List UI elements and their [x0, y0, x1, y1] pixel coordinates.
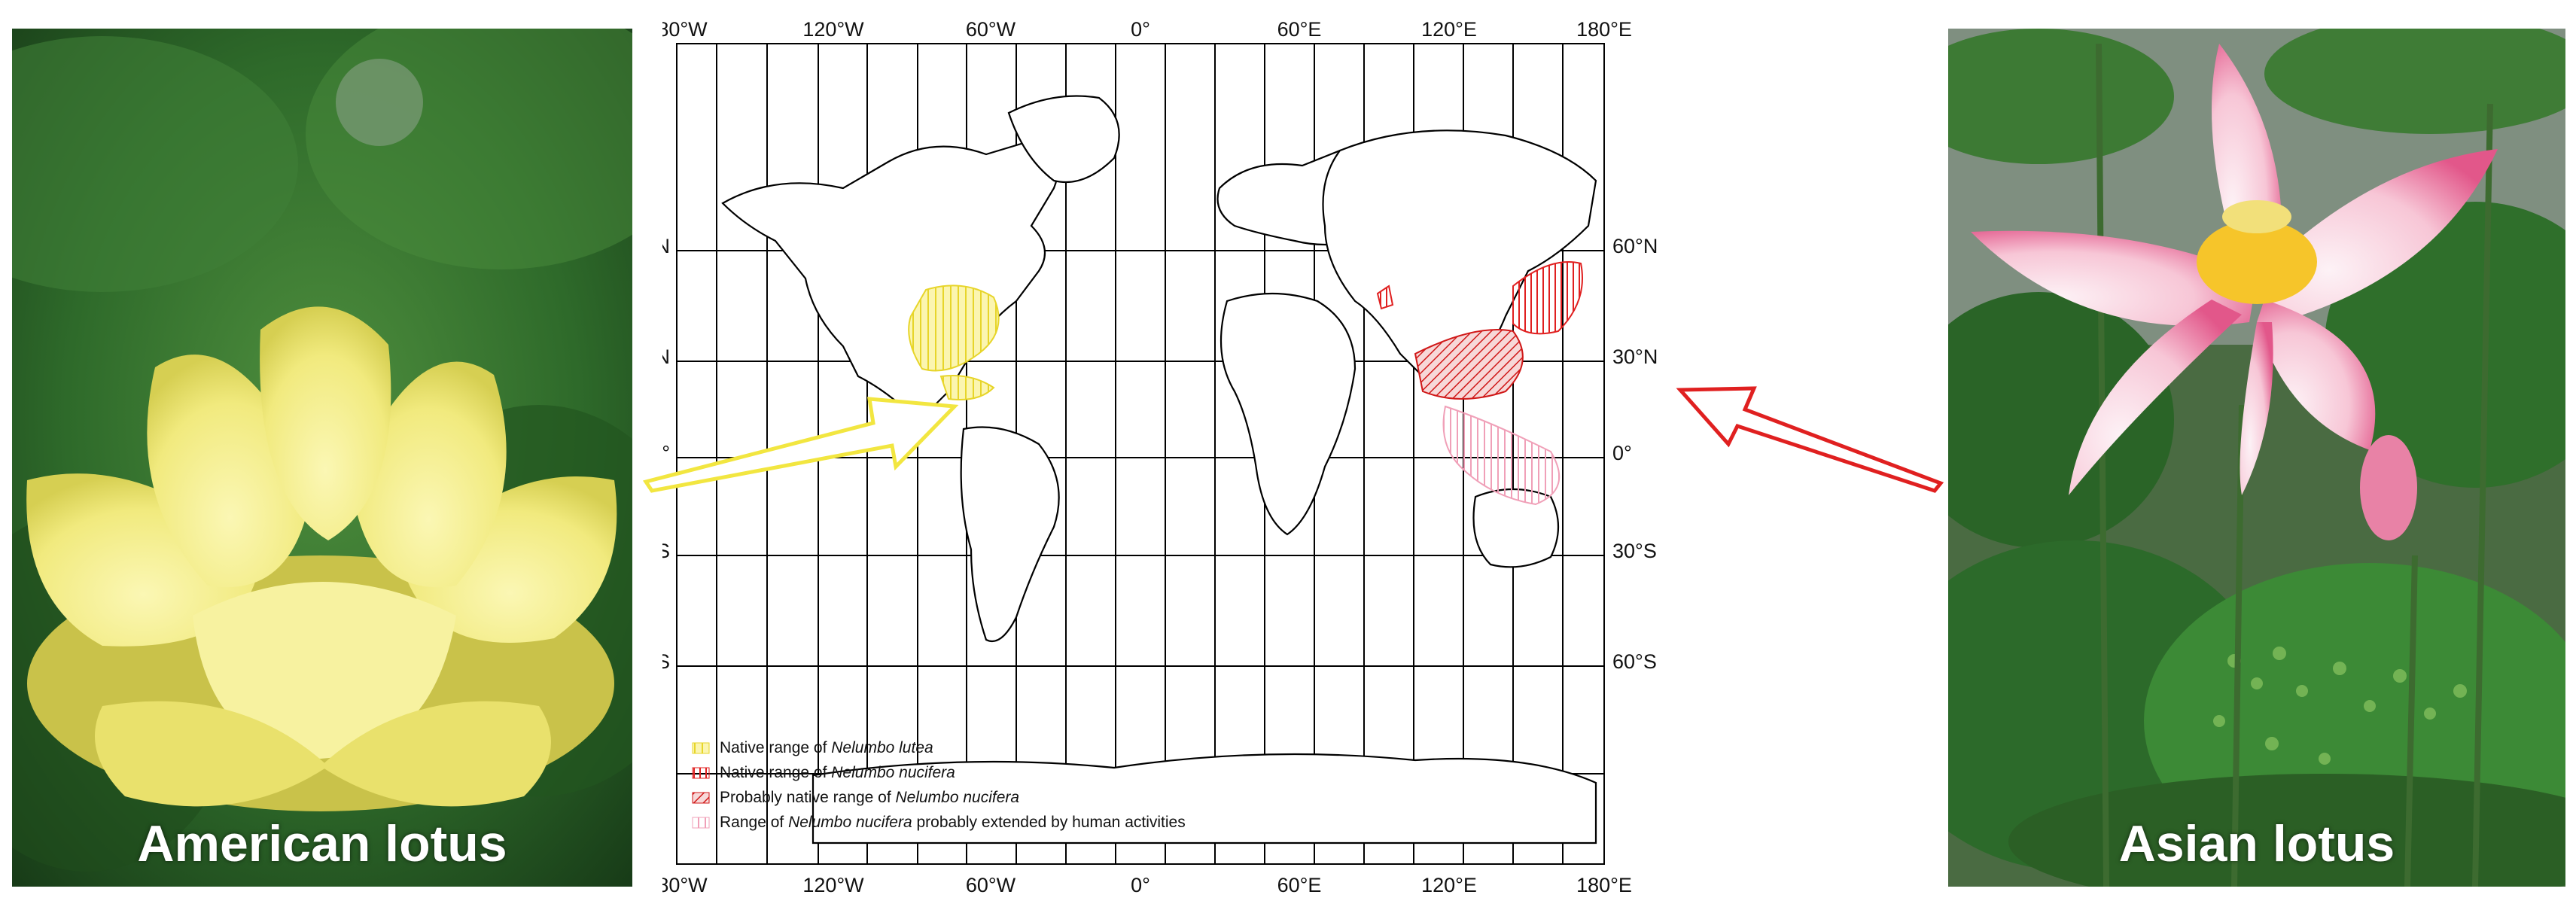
lat-tick: 0° [662, 442, 670, 464]
lat-ticks-right: 60°N 30°N 0° 30°S 60°S [1612, 235, 1658, 673]
africa [1219, 292, 1357, 536]
lat-tick: 30°S [662, 540, 670, 562]
lat-tick: 0° [1612, 442, 1632, 464]
asian-lotus-image [1948, 29, 2565, 887]
legend-swatch-probable [692, 792, 710, 804]
lon-tick: 180°E [1576, 874, 1632, 896]
antarctica [811, 753, 1597, 844]
lat-ticks-left: 60°N 30°N 0° 30°S 60°S [662, 235, 670, 673]
lon-tick: 60°E [1277, 18, 1322, 41]
legend-swatch-extended [692, 817, 710, 829]
range-nelumbo-nucifera-probable [1414, 329, 1524, 400]
lat-tick: 60°S [662, 650, 670, 673]
lat-tick: 60°N [1612, 235, 1658, 257]
lon-tick: 120°E [1421, 18, 1477, 41]
legend-item-3: Probably native range of Nelumbo nucifer… [720, 789, 1019, 806]
lon-tick: 180°E [1576, 18, 1632, 41]
lat-tick: 30°S [1612, 540, 1657, 562]
lat-tick: 60°N [662, 235, 670, 257]
lon-tick: 180°W [662, 874, 708, 896]
lon-tick: 60°E [1277, 874, 1322, 896]
flower [1971, 44, 2498, 495]
legend-swatch-lutea [692, 742, 710, 754]
american-lotus-photo: American lotus [12, 29, 632, 887]
lon-tick: 120°E [1421, 874, 1477, 896]
legend-swatch-nucifera [692, 767, 710, 779]
lon-tick: 0° [1131, 874, 1150, 896]
lat-tick: 30°N [1612, 345, 1658, 368]
american-lotus-caption: American lotus [137, 815, 507, 872]
legend: Native range of Nelumbo lutea Native ran… [692, 739, 1186, 831]
lon-tick: 60°W [966, 874, 1016, 896]
continents [721, 95, 1597, 844]
greenland [1007, 95, 1120, 184]
lon-ticks-bottom: 180°W 120°W 60°W 0° 60°E 120°E 180°E [662, 874, 1632, 896]
lat-tick: 30°N [662, 345, 670, 368]
australia [1472, 488, 1560, 568]
asian-lotus-photo: Asian lotus [1948, 29, 2565, 887]
legend-item-2: Native range of Nelumbo nucifera [720, 764, 955, 781]
american-lotus-image [12, 29, 632, 887]
legend-item-1: Native range of Nelumbo lutea [720, 739, 933, 756]
lon-ticks-top: 180°W 120°W 60°W 0° 60°E 120°E 180°E [662, 18, 1632, 41]
flower [26, 306, 617, 811]
legend-item-4: Range of Nelumbo nucifera probably exten… [720, 814, 1186, 831]
lon-tick: 60°W [966, 18, 1016, 41]
lon-tick: 180°W [662, 18, 708, 41]
range-nelumbo-lutea-gulf [939, 375, 995, 400]
range-nelumbo-lutea [908, 285, 1000, 372]
lon-tick: 120°W [802, 18, 864, 41]
range-nelumbo-nucifera-native [1512, 261, 1583, 335]
north-america [721, 142, 1059, 423]
range-nelumbo-nucifera-extended [1442, 405, 1561, 506]
lon-tick: 120°W [802, 874, 864, 896]
lon-tick: 0° [1131, 18, 1150, 41]
south-america [960, 426, 1060, 642]
asian-lotus-caption: Asian lotus [2118, 815, 2395, 872]
range-nelumbo-nucifera-caspian [1376, 285, 1394, 310]
lat-tick: 60°S [1612, 650, 1657, 673]
lotus-bud [2360, 435, 2417, 540]
world-map: 180°W 120°W 60°W 0° 60°E 120°E 180°E 180… [662, 18, 1658, 896]
